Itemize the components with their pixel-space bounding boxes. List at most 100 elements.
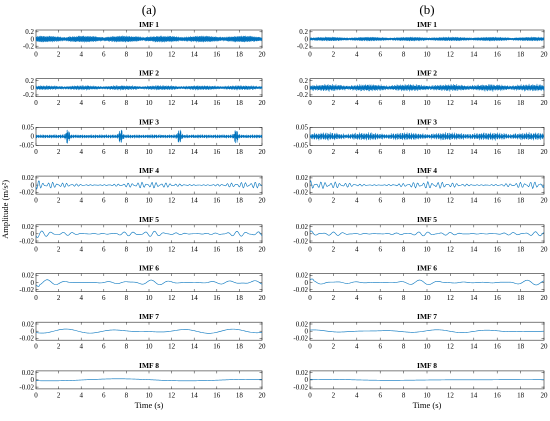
y-tick-label: 0.02 [296,272,309,280]
subplot-a-imf1: IMF 10.20-0.20 2 4 6 8 10 12 14 16 18 20 [23,20,266,59]
x-tick-label: 8 [402,343,406,351]
x-tick-label: 16 [213,148,221,156]
x-tick-label: 10 [146,197,154,205]
x-tick-label: 4 [79,343,83,351]
x-tick-label: 14 [470,148,478,156]
x-tick-label: 0 [308,99,312,107]
y-tick-label: -0.02 [293,189,308,197]
y-tick-label: -0.05 [19,142,34,150]
subplot-a-imf4: IMF 40.020-0.020 2 4 6 8 10 12 14 16 18 20 [19,166,266,205]
x-tick-label: 12 [447,391,455,399]
imf-signal-line [309,378,545,381]
x-tick-label: 2 [332,51,336,59]
x-tick-label: 10 [424,343,432,351]
subplot-title: IMF 8 [139,361,159,370]
imf-signal-line [309,329,545,333]
subplot-b-imf1: IMF 10.20-0.20 2 4 6 8 10 12 14 16 18 20 [297,20,548,59]
x-tick-label: 14 [191,343,199,351]
x-tick-label: 12 [168,391,176,399]
x-tick-label: 20 [541,343,549,351]
x-tick-label: 2 [57,245,61,253]
x-tick-label: 20 [541,148,549,156]
subplot-a-imf3: IMF 30.050-0.050 2 4 6 8 10 12 14 16 18 20 [19,117,266,155]
x-tick-label: 12 [168,343,176,351]
x-tick-label: 18 [236,197,244,205]
x-tick-label: 8 [402,148,406,156]
subplot-a-imf2: IMF 20.20-0.20 2 4 6 8 10 12 14 16 18 20 [23,69,266,108]
y-tick-label: 0.02 [22,174,35,182]
imf-signal-line [309,180,545,189]
y-tick-label: 0 [31,35,35,43]
x-tick-label: 16 [213,197,221,205]
x-tick-label: 20 [259,148,267,156]
x-tick-label: 18 [236,245,244,253]
subplot-title: IMF 5 [139,215,159,224]
x-tick-label: 14 [470,197,478,205]
x-tick-label: 18 [236,391,244,399]
x-tick-label: 18 [236,294,244,302]
x-tick-label: 6 [102,99,106,107]
x-tick-label: 6 [378,245,382,253]
x-tick-label: 10 [146,294,154,302]
y-tick-label: 0 [305,133,309,141]
y-tick-label: -0.2 [23,91,35,99]
y-tick-label: 0.02 [296,223,309,231]
x-tick-label: 18 [517,294,525,302]
x-tick-label: 2 [332,391,336,399]
subplot-title: IMF 6 [139,264,159,273]
x-tick-label: 2 [57,391,61,399]
x-tick-label: 0 [34,197,38,205]
imf-signal-line [309,278,545,286]
x-tick-label: 8 [125,245,129,253]
x-tick-label: 14 [191,51,199,59]
y-tick-label: 0 [305,376,309,384]
subplot-b-imf5: IMF 50.020-0.020 2 4 6 8 10 12 14 16 18 20 [293,215,548,254]
x-tick-label: 16 [494,343,502,351]
x-tick-label: 10 [146,148,154,156]
y-tick-label: 0.02 [22,272,35,280]
subplot-title: IMF 1 [139,20,159,29]
imf-signal-line [35,378,263,382]
x-tick-label: 6 [102,197,106,205]
x-tick-label: 8 [402,391,406,399]
subplot-title: IMF 4 [139,166,159,175]
y-tick-label: 0 [31,181,35,189]
x-tick-label: 0 [34,343,38,351]
imf-signal-line [35,279,263,287]
y-tick-label: -0.02 [293,383,308,391]
x-tick-label: 0 [308,294,312,302]
x-tick-label: 16 [494,294,502,302]
x-tick-label: 18 [517,197,525,205]
x-tick-label: 20 [259,294,267,302]
x-tick-label: 2 [57,51,61,59]
x-tick-label: 18 [236,51,244,59]
x-tick-label: 14 [470,391,478,399]
x-tick-label: 14 [191,391,199,399]
y-tick-label: 0 [305,35,309,43]
x-tick-label: 0 [34,294,38,302]
x-tick-label: 0 [308,245,312,253]
x-tick-label: 20 [541,197,549,205]
x-tick-label: 16 [213,51,221,59]
y-tick-label: 0 [31,279,35,287]
imf-signal-line [35,35,263,43]
x-tick-label: 10 [146,99,154,107]
x-tick-label: 12 [447,148,455,156]
x-tick-label: 20 [541,245,549,253]
y-axis-label-a: Amplitude (m/s²) [0,180,10,239]
x-tick-label: 8 [125,343,129,351]
x-tick-label: 2 [57,99,61,107]
x-tick-label: 8 [125,294,129,302]
x-tick-label: 4 [355,197,359,205]
x-tick-label: 10 [146,245,154,253]
x-tick-label: 20 [259,245,267,253]
x-tick-label: 18 [236,343,244,351]
x-tick-label: 12 [168,294,176,302]
y-tick-label: 0.02 [296,174,309,182]
x-tick-label: 12 [168,51,176,59]
x-tick-label: 18 [517,245,525,253]
x-tick-label: 6 [102,391,106,399]
x-tick-label: 18 [236,99,244,107]
